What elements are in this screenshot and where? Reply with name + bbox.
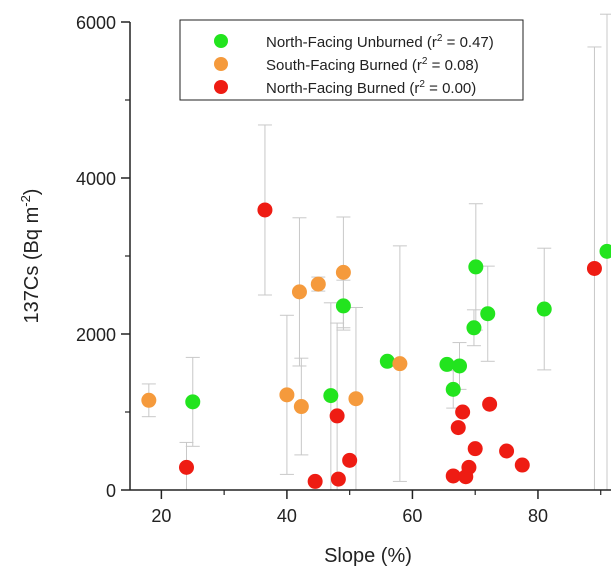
legend-r2-value: = 0.08) bbox=[427, 57, 478, 74]
y-tick-label: 2000 bbox=[76, 325, 116, 345]
data-point-1-1 bbox=[279, 387, 295, 403]
legend-series-name: North-Facing Unburned (r bbox=[266, 34, 437, 51]
data-point-0-10 bbox=[536, 301, 552, 317]
data-point-0-4 bbox=[439, 356, 455, 372]
y-axis-title-close: ) bbox=[21, 189, 43, 196]
legend-r2-value: = 0.00) bbox=[425, 80, 476, 97]
data-point-2-7 bbox=[450, 420, 466, 436]
data-point-2-14 bbox=[514, 457, 530, 473]
legend-r2-value: = 0.47) bbox=[442, 34, 493, 51]
data-point-0-2 bbox=[335, 298, 351, 314]
data-point-2-11 bbox=[467, 441, 483, 457]
data-point-2-12 bbox=[482, 396, 498, 412]
legend-series-name: South-Facing Burned (r bbox=[266, 57, 422, 74]
data-point-2-3 bbox=[329, 408, 345, 424]
legend-box bbox=[179, 19, 524, 101]
legend-series-name: North-Facing Burned (r bbox=[266, 80, 419, 97]
x-tick-label: 60 bbox=[402, 506, 422, 526]
data-point-0-1 bbox=[323, 388, 339, 404]
legend: North-Facing Unburned (r2 = 0.47)South-F… bbox=[179, 19, 524, 101]
data-point-1-0 bbox=[141, 392, 157, 408]
data-point-2-0 bbox=[178, 459, 194, 475]
x-tick-label: 40 bbox=[277, 506, 297, 526]
y-axis-title-superscript: -2 bbox=[18, 195, 33, 207]
data-point-2-2 bbox=[307, 473, 323, 489]
legend-superscript: 2 bbox=[419, 79, 425, 90]
data-point-1-4 bbox=[310, 276, 326, 292]
legend-superscript: 2 bbox=[437, 33, 443, 44]
x-tick-label: 20 bbox=[151, 506, 171, 526]
y-tick-label: 4000 bbox=[76, 169, 116, 189]
y-axis-title-main: 137Cs (Bq m bbox=[21, 207, 43, 324]
data-point-1-7 bbox=[392, 356, 408, 372]
legend-label-2: North-Facing Burned (r2 = 0.00) bbox=[266, 79, 476, 97]
data-point-1-6 bbox=[348, 391, 364, 407]
data-point-2-5 bbox=[342, 452, 358, 468]
data-point-0-3 bbox=[379, 353, 395, 369]
data-point-0-5 bbox=[445, 381, 461, 397]
data-point-2-10 bbox=[461, 459, 477, 475]
data-point-1-5 bbox=[335, 264, 351, 280]
ticks-layer: 20 40 60 80 0 2000 4000 6000 bbox=[76, 13, 602, 526]
data-point-0-9 bbox=[480, 306, 496, 322]
data-point-2-4 bbox=[330, 471, 346, 487]
y-tick-label: 0 bbox=[106, 481, 116, 501]
data-point-0-11 bbox=[599, 243, 611, 259]
data-point-2-15 bbox=[586, 260, 602, 276]
data-point-2-1 bbox=[257, 202, 273, 218]
data-point-0-0 bbox=[185, 394, 201, 410]
legend-marker-1 bbox=[214, 57, 228, 71]
legend-marker-0 bbox=[214, 34, 228, 48]
y-axis-title: 137Cs (Bq m-2) bbox=[18, 189, 43, 324]
x-tick-label: 80 bbox=[528, 506, 548, 526]
data-point-2-13 bbox=[499, 443, 515, 459]
data-point-0-7 bbox=[466, 320, 482, 336]
data-point-0-6 bbox=[452, 358, 468, 374]
data-point-2-8 bbox=[455, 404, 471, 420]
legend-label-1: South-Facing Burned (r2 = 0.08) bbox=[266, 56, 479, 74]
y-tick-label: 6000 bbox=[76, 13, 116, 33]
legend-label-0: North-Facing Unburned (r2 = 0.47) bbox=[266, 33, 494, 51]
data-point-1-2 bbox=[291, 284, 307, 300]
legend-marker-2 bbox=[214, 80, 228, 94]
points-layer bbox=[141, 202, 611, 489]
data-point-1-3 bbox=[293, 399, 309, 415]
x-axis-title: Slope (%) bbox=[324, 545, 412, 567]
data-point-2-6 bbox=[445, 468, 461, 484]
legend-superscript: 2 bbox=[422, 56, 428, 67]
data-point-0-8 bbox=[468, 259, 484, 275]
